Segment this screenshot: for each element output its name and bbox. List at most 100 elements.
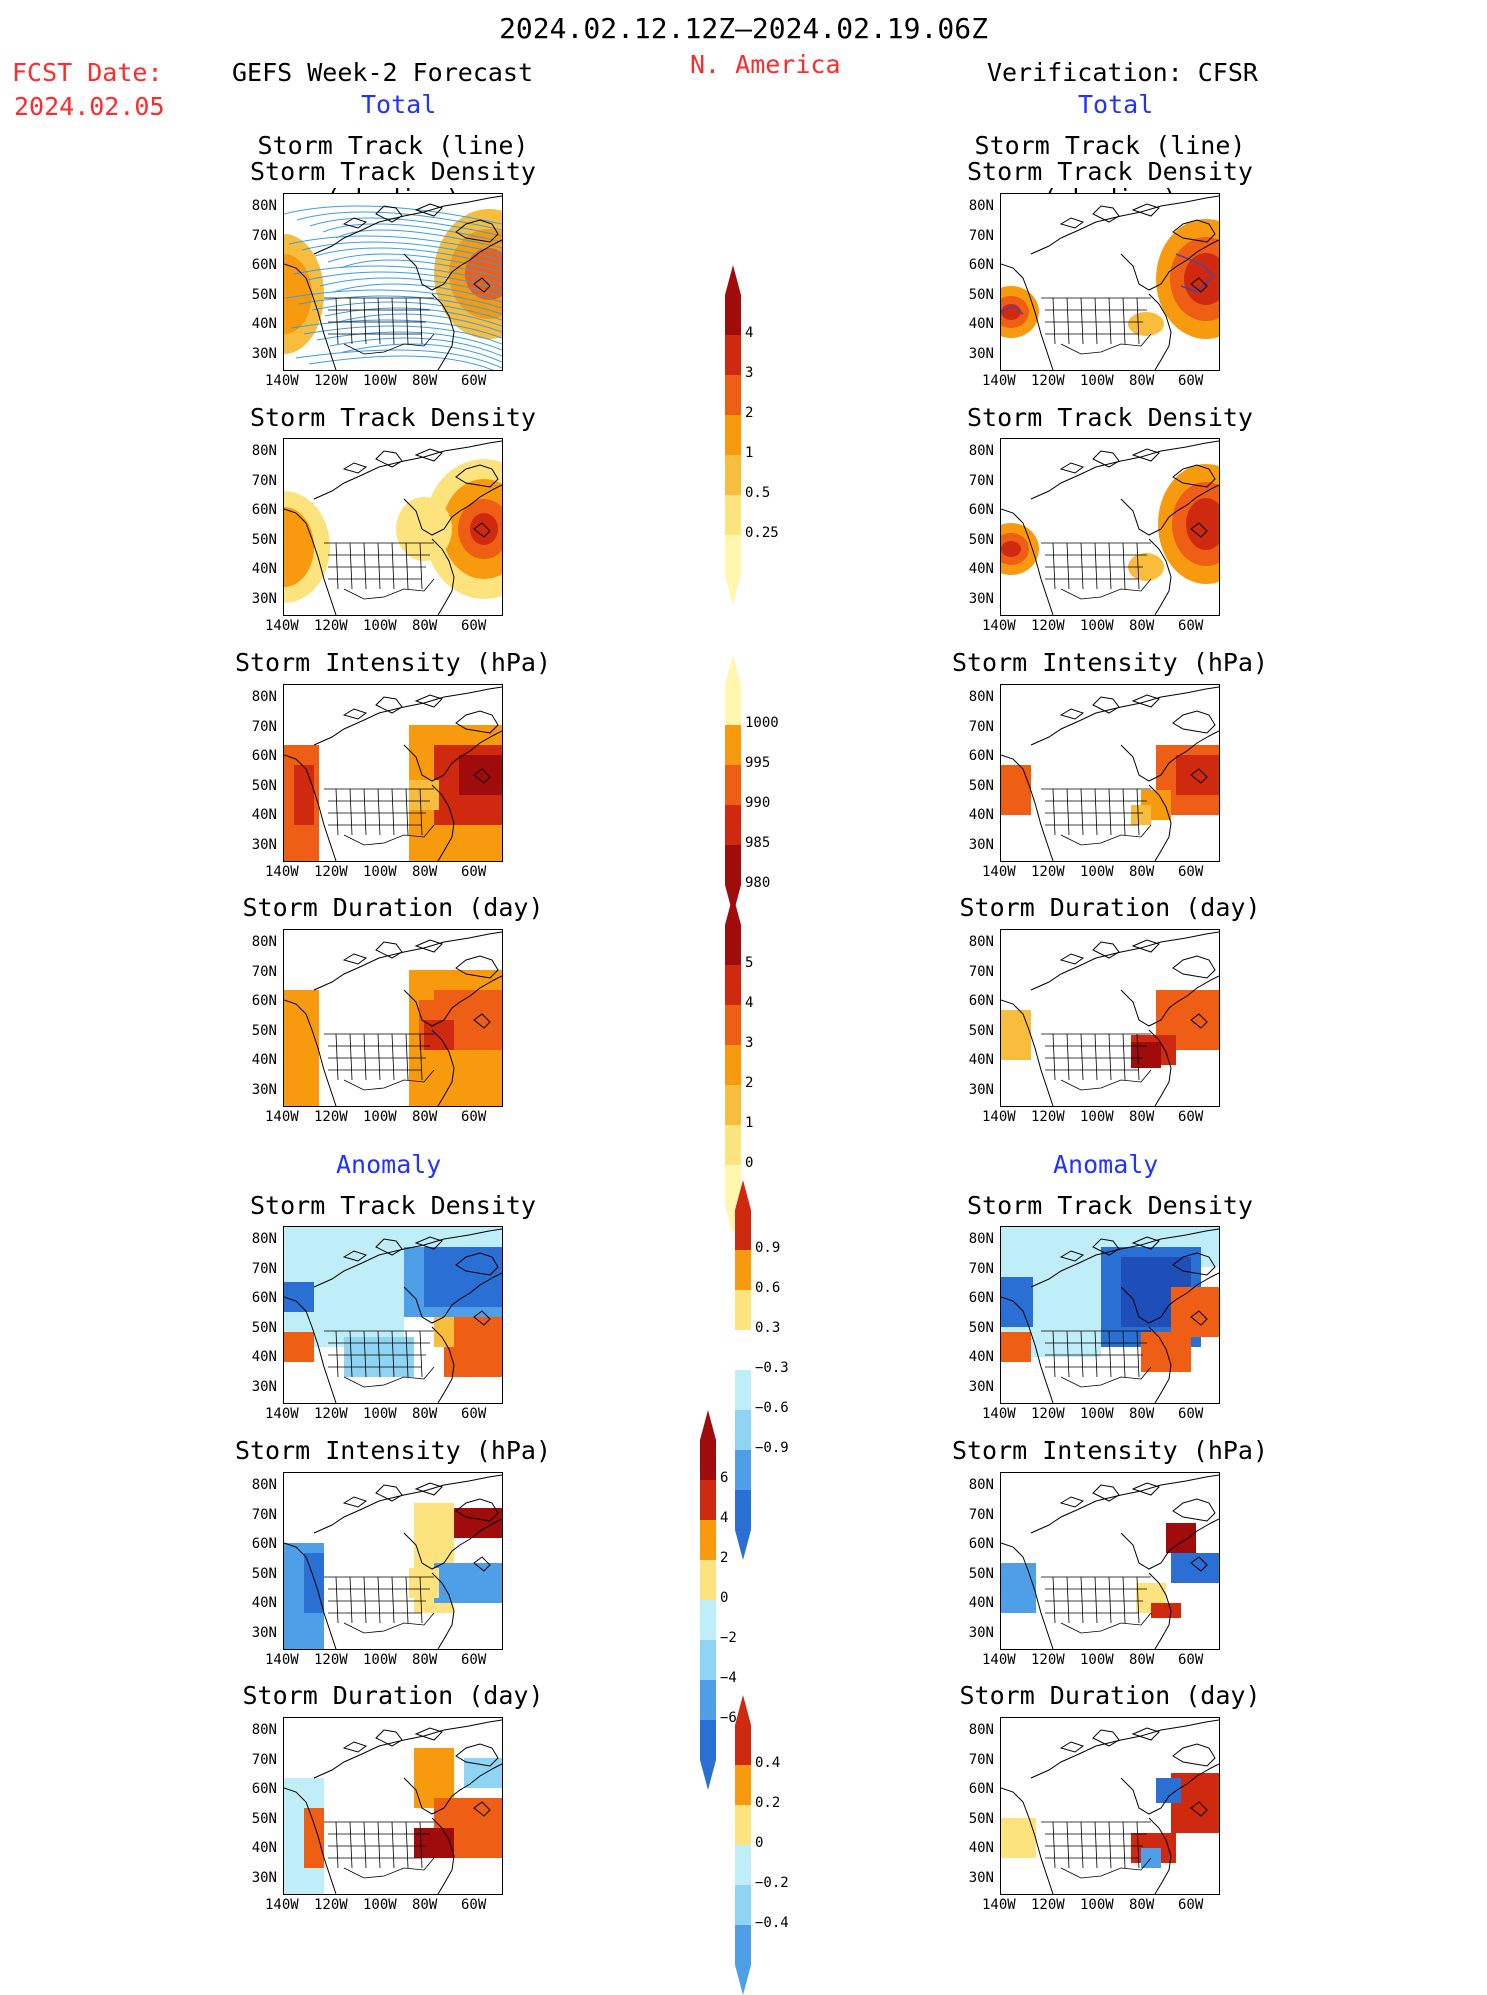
colorbar-label: 980 <box>745 875 771 891</box>
left-p7-title: Storm Duration (day) <box>242 1681 544 1710</box>
anomaly-label-left: Anomaly <box>336 1150 442 1179</box>
map-verification-track <box>1000 193 1220 371</box>
period-title: 2024.02.12.12Z–2024.02.19.06Z <box>499 12 988 45</box>
lat-tick-label: 40N <box>251 1349 277 1365</box>
right-p3-title: Storm Intensity (hPa) <box>951 648 1269 677</box>
lat-tick-label: 70N <box>251 1506 277 1523</box>
lon-tick-label: 140W <box>982 1897 1016 1913</box>
left-p1-title-a: Storm Track (line) <box>257 131 529 160</box>
lat-tick-label: 50N <box>251 1565 277 1582</box>
lat-tick-label: 60N <box>968 1290 994 1306</box>
right-p1-title-a: Storm Track (line) <box>974 131 1246 160</box>
forecast-title: GEFS Week-2 Forecast <box>232 58 534 87</box>
lat-tick-label: 80N <box>251 689 277 705</box>
right-p5-title: Storm Track Density <box>967 1191 1253 1220</box>
lat-tick-label: 80N <box>251 1722 277 1738</box>
lon-tick-label: 120W <box>314 1652 348 1668</box>
colorbar-label: 0.4 <box>755 1755 781 1771</box>
lon-tick-label: 100W <box>363 1109 397 1125</box>
left-p4-title: Storm Duration (day) <box>242 893 544 922</box>
lat-tick-label: 50N <box>251 531 277 548</box>
left-p6-title: Storm Intensity (hPa) <box>234 1436 552 1465</box>
lat-tick-label: 70N <box>968 472 994 489</box>
lon-tick-label: 60W <box>461 1897 487 1913</box>
colorbar-label: 4 <box>745 995 754 1011</box>
map-verification-density <box>1000 438 1220 616</box>
lat-tick-label: 80N <box>251 1477 277 1493</box>
lon-tick-label: 120W <box>1031 1897 1065 1913</box>
lat-tick-label: 50N <box>968 531 994 548</box>
lat-tick-label: 60N <box>968 1781 994 1797</box>
lat-tick-label: 60N <box>251 1781 277 1797</box>
lat-tick-label: 40N <box>968 1840 994 1856</box>
lat-tick-label: 60N <box>968 748 994 764</box>
left-p3-title: Storm Intensity (hPa) <box>234 648 552 677</box>
lat-tick-label: 50N <box>968 1565 994 1582</box>
anomaly-label-right: Anomaly <box>1053 1150 1159 1179</box>
lat-tick-label: 70N <box>251 472 277 489</box>
lat-tick-label: 30N <box>251 345 277 362</box>
map-forecast-track <box>283 193 503 371</box>
lon-tick-label: 100W <box>1080 373 1114 389</box>
lat-tick-label: 80N <box>251 1231 277 1247</box>
lat-tick-label: 50N <box>968 1022 994 1039</box>
lon-tick-label: 120W <box>314 373 348 389</box>
lon-tick-label: 140W <box>265 864 299 880</box>
lon-tick-label: 120W <box>314 618 348 634</box>
lat-tick-label: 50N <box>968 777 994 794</box>
lat-tick-label: 50N <box>251 286 277 303</box>
lat-tick-label: 30N <box>251 590 277 607</box>
lon-tick-label: 140W <box>982 1652 1016 1668</box>
lat-tick-label: 40N <box>251 1052 277 1068</box>
map-verification-intensity-anomaly <box>1000 1472 1220 1650</box>
colorbar-label: 995 <box>745 755 771 771</box>
map-verification-density-anomaly <box>1000 1226 1220 1404</box>
fcst-date-label: FCST Date: <box>12 58 163 87</box>
lon-tick-label: 80W <box>412 373 438 389</box>
lat-tick-label: 80N <box>251 934 277 950</box>
colorbar-label: 990 <box>745 795 771 811</box>
lat-tick-label: 30N <box>968 345 994 362</box>
lon-tick-label: 140W <box>265 373 299 389</box>
lat-tick-label: 30N <box>251 1081 277 1098</box>
lon-tick-label: 100W <box>363 1897 397 1913</box>
lon-tick-label: 120W <box>314 864 348 880</box>
lon-tick-label: 120W <box>1031 864 1065 880</box>
colorbar-label: 1 <box>745 1115 754 1131</box>
right-p4-title: Storm Duration (day) <box>959 893 1261 922</box>
lat-tick-label: 40N <box>251 1595 277 1611</box>
lon-tick-label: 120W <box>1031 1109 1065 1125</box>
lon-tick-label: 100W <box>1080 1897 1114 1913</box>
lon-tick-label: 100W <box>363 1406 397 1422</box>
lon-tick-label: 120W <box>314 1109 348 1125</box>
colorbar-label: 2 <box>745 1075 754 1091</box>
lat-tick-label: 70N <box>968 1260 994 1277</box>
lat-tick-label: 60N <box>968 257 994 273</box>
lat-tick-label: 60N <box>968 993 994 1009</box>
lat-tick-label: 50N <box>968 1810 994 1827</box>
lon-tick-label: 80W <box>1129 1897 1155 1913</box>
colorbar-label: 3 <box>745 1035 754 1051</box>
lat-tick-label: 60N <box>251 1536 277 1552</box>
left-p5-title: Storm Track Density <box>250 1191 536 1220</box>
colorbar-label: −0.9 <box>755 1440 789 1456</box>
lon-tick-label: 120W <box>1031 1652 1065 1668</box>
lat-tick-label: 70N <box>251 718 277 735</box>
colorbar-label: 6 <box>720 1470 729 1486</box>
lon-tick-label: 60W <box>1178 1652 1204 1668</box>
colorbar-label: 0.5 <box>745 485 771 501</box>
lat-tick-label: 80N <box>968 198 994 214</box>
lon-tick-label: 140W <box>982 1109 1016 1125</box>
lat-tick-label: 80N <box>968 1477 994 1493</box>
lat-tick-label: 30N <box>968 836 994 853</box>
lat-tick-label: 30N <box>251 1624 277 1641</box>
lat-tick-label: 80N <box>968 934 994 950</box>
lon-tick-label: 80W <box>412 864 438 880</box>
total-label-left: Total <box>361 90 437 119</box>
total-label-right: Total <box>1078 90 1154 119</box>
lon-tick-label: 100W <box>363 1652 397 1668</box>
lon-tick-label: 80W <box>1129 1109 1155 1125</box>
verification-title: Verification: CFSR <box>987 58 1258 87</box>
lat-tick-label: 60N <box>251 993 277 1009</box>
lon-tick-label: 60W <box>1178 618 1204 634</box>
